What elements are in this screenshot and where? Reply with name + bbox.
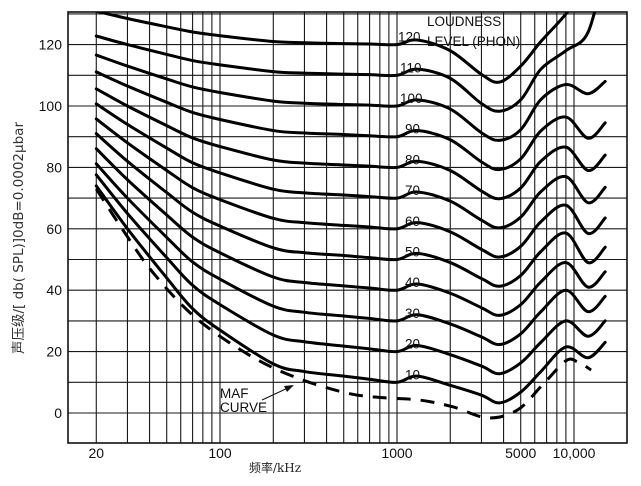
grid-lines <box>68 12 627 443</box>
x-tick-label: 100 <box>208 445 232 461</box>
x-tick-label: 20 <box>88 445 104 461</box>
x-tick-label: 1000 <box>381 445 412 461</box>
curve-label-90: 90 <box>405 122 420 137</box>
y-tick-label: 80 <box>46 159 62 175</box>
curve-label-30: 30 <box>405 306 420 321</box>
loudness-curve-80 <box>94 87 607 201</box>
y-axis-title: 声压级/[ db( SPL)]0dB=0.0002μbar <box>11 122 27 354</box>
maf-label-line2: CURVE <box>220 400 267 415</box>
curve-label-60: 60 <box>405 214 420 229</box>
curve-label-10: 10 <box>405 367 420 382</box>
curve-label-70: 70 <box>405 183 420 198</box>
loudness-curve-30 <box>94 162 607 347</box>
loudness-curve-10 <box>94 184 607 405</box>
maf-arrow-icon <box>261 385 294 401</box>
x-axis-title: 频率/kHz <box>249 460 301 475</box>
curve-label-20: 20 <box>405 337 420 352</box>
curve-labels: 10 20 30 40 50 60 70 80 90 100 110 120 <box>398 30 423 383</box>
loudness-curve-100 <box>94 53 607 142</box>
maf-dashed-line <box>95 188 592 420</box>
y-tick-label: 120 <box>39 37 63 53</box>
curve-label-80: 80 <box>405 152 420 167</box>
loudness-curve-120 <box>95 12 570 84</box>
loudness-curve-90 <box>94 70 607 172</box>
y-tick-label: 100 <box>39 98 63 114</box>
y-tick-label: 0 <box>54 405 62 421</box>
loudness-curve-20 <box>94 173 607 376</box>
loudness-curve-70 <box>94 102 607 230</box>
legend-title-line1: LOUDNESS <box>427 14 501 29</box>
y-tick-label: 40 <box>46 282 62 298</box>
x-tick-label: 10,000 <box>553 445 596 461</box>
maf-label-line1: MAF <box>220 386 249 401</box>
loudness-curve-60 <box>94 117 607 259</box>
loudness-curve-50 <box>94 132 607 288</box>
curve-label-100: 100 <box>400 91 423 106</box>
curve-label-50: 50 <box>405 245 420 260</box>
x-tick-labels: 20 100 1000 5000 10,000 <box>88 445 595 461</box>
curve-label-40: 40 <box>405 275 420 290</box>
plot-border <box>67 11 628 444</box>
curve-label-120: 120 <box>398 30 421 45</box>
loudness-curve-40 <box>94 147 607 317</box>
legend-title-line2: LEVEL (PHON) <box>427 34 520 49</box>
y-tick-labels: 120 100 80 60 40 20 0 <box>39 37 63 421</box>
y-tick-label: 20 <box>46 344 62 360</box>
x-tick-label: 5000 <box>505 445 536 461</box>
y-tick-label: 60 <box>46 221 62 237</box>
loudness-curve-110 <box>94 12 597 113</box>
loudness-curves <box>94 12 607 405</box>
curve-label-110: 110 <box>400 60 422 75</box>
maf-curve <box>95 188 592 420</box>
